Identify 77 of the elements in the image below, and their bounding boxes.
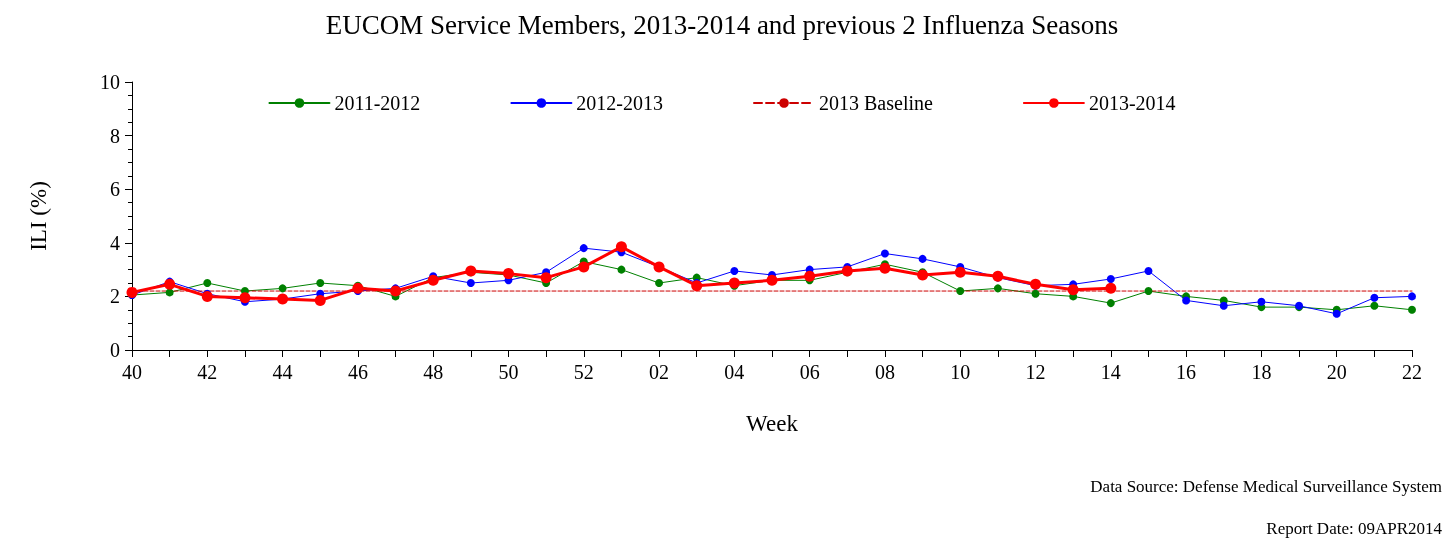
x-tick-label: 18: [1251, 361, 1272, 383]
point: [1370, 293, 1379, 302]
x-tick-label: 14: [1100, 361, 1121, 383]
point: [579, 244, 588, 253]
point: [1219, 301, 1228, 310]
point: [314, 294, 326, 306]
point: [201, 290, 213, 302]
y-tick-label: 8: [110, 124, 120, 147]
chart-title: EUCOM Service Members, 2013-2014 and previous 2 Influenza Seasons: [325, 9, 1119, 40]
point: [993, 284, 1002, 293]
x-tick-label: 42: [197, 361, 218, 383]
x-tick-label: 48: [423, 361, 444, 383]
point: [917, 269, 929, 281]
point: [615, 241, 627, 253]
point: [617, 265, 626, 274]
x-tick-label: 50: [498, 361, 519, 383]
legend-label: 2011-2012: [334, 92, 421, 114]
point: [730, 266, 739, 275]
x-tick-label: 44: [272, 361, 293, 383]
point: [164, 278, 176, 290]
x-tick-label: 20: [1326, 361, 1347, 383]
y-tick-label: 4: [110, 231, 120, 254]
point: [655, 279, 664, 287]
point: [352, 282, 364, 294]
x-tick-label: 22: [1402, 361, 1422, 383]
y-axis-title: ILI (%): [26, 181, 51, 251]
point: [956, 287, 965, 296]
x-tick-label: 12: [1025, 361, 1046, 383]
x-tick-label: 10: [950, 361, 971, 383]
x-tick-label: 06: [799, 361, 820, 383]
point: [1106, 299, 1115, 308]
x-tick-label: 04: [724, 361, 745, 383]
point: [728, 277, 740, 289]
y-tick-label: 6: [110, 178, 120, 201]
point: [1144, 266, 1153, 275]
point: [1182, 296, 1191, 305]
point: [804, 270, 816, 282]
point: [390, 285, 402, 297]
point: [466, 279, 475, 287]
point: [1031, 289, 1040, 298]
point: [427, 274, 439, 286]
point: [540, 272, 552, 284]
point: [126, 286, 138, 298]
x-axis-title: Week: [746, 411, 799, 436]
point: [578, 261, 590, 273]
legend-label: 2012-2013: [576, 92, 664, 114]
y-tick-label: 2: [110, 285, 120, 308]
x-tick-label: 16: [1176, 361, 1197, 383]
point: [1106, 274, 1115, 283]
x-tick-label: 46: [347, 361, 368, 383]
point: [1144, 287, 1153, 296]
point: [1105, 282, 1117, 294]
point: [278, 284, 287, 293]
point: [1332, 309, 1341, 318]
point: [691, 280, 703, 292]
point: [1408, 305, 1416, 314]
point: [316, 279, 325, 287]
legend-label: 2013-2014: [1088, 92, 1176, 114]
text: Report Date: 09APR2014: [1266, 519, 1443, 538]
legend-label: 2013 Baseline: [819, 92, 934, 114]
point: [954, 266, 966, 278]
y-tick-label: 0: [110, 339, 120, 361]
y-tick-label: 10: [100, 71, 120, 93]
point: [239, 292, 251, 304]
point: [1370, 301, 1379, 310]
point: [880, 249, 889, 258]
point: [918, 254, 927, 263]
point: [1408, 292, 1416, 301]
source-note: Data Source: Defense Medical Surveillance System: [1090, 477, 1442, 496]
x-tick-label: 40: [122, 361, 142, 383]
x-tick-label: 52: [573, 361, 594, 383]
point: [203, 279, 212, 287]
point: [1067, 284, 1079, 296]
x-tick-label: 02: [649, 361, 670, 383]
point: [879, 262, 891, 274]
x-tick-label: 08: [874, 361, 895, 383]
point: [1257, 297, 1266, 306]
